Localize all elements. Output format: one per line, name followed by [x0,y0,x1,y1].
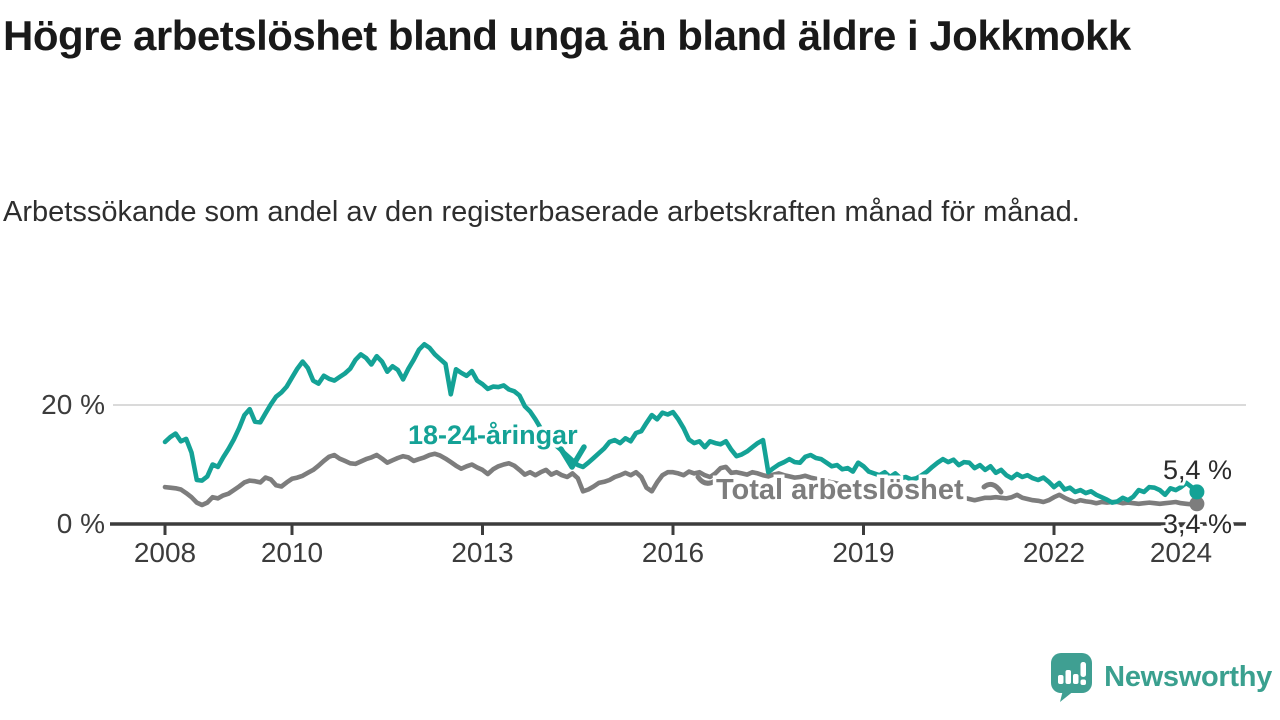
series-label-total: Total arbetslöshet [716,474,964,506]
annotation-connector-right [981,481,1004,495]
end-dot [1189,484,1205,500]
chart-title: Högre arbetslöshet bland unga än bland ä… [3,12,1131,59]
chart-subtitle: Arbetssökande som andel av den registerb… [3,196,1080,228]
x-tick-label: 2010 [261,537,323,568]
bar-2 [1065,670,1072,684]
x-tick-label: 2024 [1150,537,1212,568]
series-line-18-24-ringar [162,342,1200,505]
series-line-total-arbetsl-shet [162,451,1200,508]
axis-ticks-and-labels: 2008 2010 2013 2016 2019 2022 2024 0 % 20 % [41,389,1212,568]
bar-3 [1073,674,1079,684]
x-tick-label: 2008 [134,537,196,568]
speech-bubble-tail [1060,690,1076,702]
y-tick-label: 0 % [57,508,105,539]
end-value-label-total: 3,4 % [1163,509,1232,539]
x-tick-label: 2013 [451,537,513,568]
exclamation-bar [1080,662,1087,677]
bar-1 [1058,675,1064,684]
annotations: 18-24-åringar Total arbetslöshet 5,4 % 3… [405,417,1236,543]
series-label-youth: 18-24-åringar [408,420,578,450]
newsworthy-speech-bubble-icon [1051,653,1093,702]
newsworthy-logo: Newsworthy [1049,652,1272,702]
x-tick-label: 2019 [832,537,894,568]
x-tick-label: 2016 [642,537,704,568]
end-dot [1189,496,1205,512]
end-value-label-youth: 5,4 % [1163,455,1232,485]
series-lines [162,342,1200,508]
newsworthy-wordmark: Newsworthy [1104,660,1272,693]
exclamation-dot [1080,679,1087,685]
annotation-connector-left [695,474,718,486]
x-tick-label: 2022 [1023,537,1085,568]
series-end-dots [1189,484,1205,512]
y-tick-label: 20 % [41,389,105,420]
annotation-arrow-down-icon [558,444,587,470]
